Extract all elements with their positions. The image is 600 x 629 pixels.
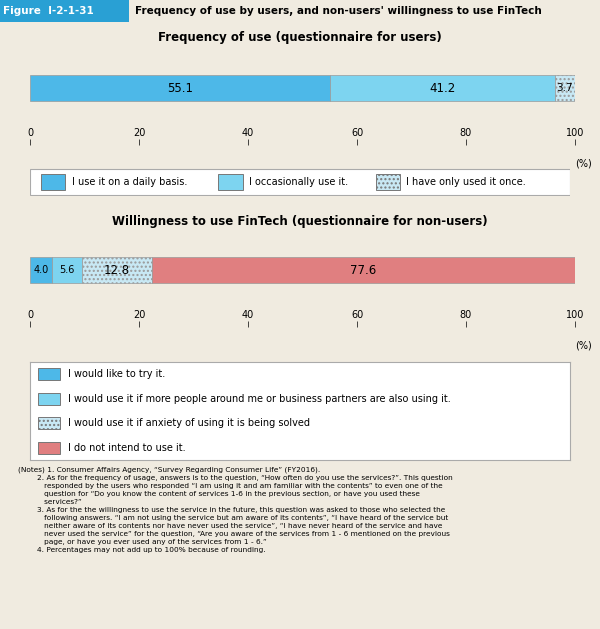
Bar: [82, 257, 152, 283]
Text: Frequency of use by users, and non-users' willingness to use FinTech: Frequency of use by users, and non-users…: [135, 6, 542, 16]
Text: 5.6: 5.6: [59, 265, 75, 275]
Bar: [30, 75, 330, 101]
Text: I have only used it once.: I have only used it once.: [406, 177, 526, 187]
Text: 12.8: 12.8: [104, 264, 130, 277]
Text: 41.2: 41.2: [430, 82, 455, 94]
FancyBboxPatch shape: [376, 174, 400, 190]
Text: (Notes) 1. Consumer Affairs Agency, “Survey Regarding Consumer Life” (FY2016).
 : (Notes) 1. Consumer Affairs Agency, “Sur…: [18, 467, 452, 553]
Bar: [152, 257, 575, 283]
Bar: [555, 75, 575, 101]
Text: 55.1: 55.1: [167, 82, 193, 94]
Text: 3.7: 3.7: [557, 83, 573, 93]
Text: I do not intend to use it.: I do not intend to use it.: [68, 443, 185, 453]
Bar: [30, 257, 52, 283]
Text: I occasionally use it.: I occasionally use it.: [249, 177, 349, 187]
Text: Figure  I-2-1-31: Figure I-2-1-31: [3, 6, 94, 16]
Bar: [330, 75, 555, 101]
Text: Frequency of use (questionnaire for users): Frequency of use (questionnaire for user…: [158, 30, 442, 43]
Bar: [52, 257, 82, 283]
Text: I would use it if more people around me or business partners are also using it.: I would use it if more people around me …: [68, 394, 451, 404]
Text: Willingness to use FinTech (questionnaire for non-users): Willingness to use FinTech (questionnair…: [112, 214, 488, 228]
Text: I would like to try it.: I would like to try it.: [68, 369, 165, 379]
Text: 77.6: 77.6: [350, 264, 377, 277]
FancyBboxPatch shape: [41, 174, 65, 190]
FancyBboxPatch shape: [218, 174, 243, 190]
FancyBboxPatch shape: [38, 369, 60, 380]
Bar: [0, 0, 129, 22]
FancyBboxPatch shape: [38, 393, 60, 404]
Text: (%): (%): [575, 341, 592, 351]
Text: I would use it if anxiety of using it is being solved: I would use it if anxiety of using it is…: [68, 418, 310, 428]
Text: (%): (%): [575, 159, 592, 169]
Text: 4.0: 4.0: [33, 265, 49, 275]
Text: I use it on a daily basis.: I use it on a daily basis.: [71, 177, 187, 187]
FancyBboxPatch shape: [38, 418, 60, 429]
FancyBboxPatch shape: [38, 442, 60, 454]
